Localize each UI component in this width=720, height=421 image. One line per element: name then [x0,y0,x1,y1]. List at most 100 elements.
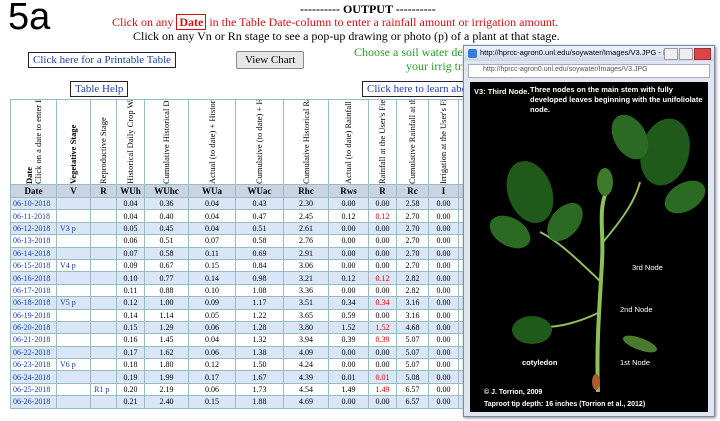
table-cell [90,234,117,248]
table-cell: 0.06 [116,234,145,248]
unifoliolate-leaf [512,316,552,344]
table-cell [56,345,91,360]
cell-link[interactable]: 06-17-2018 [13,285,51,295]
cell-value: 0.04 [123,199,138,209]
table-cell: 1.50 [235,358,284,372]
cell-value: 0.04 [205,223,219,233]
leaf [597,168,613,196]
cell-value: 0.00 [436,298,451,308]
cell-value: 0.36 [159,199,174,209]
cell-link[interactable]: 06-13-2018 [13,236,51,246]
cell-link[interactable]: V3 p [60,223,76,233]
cell-value: 0.40 [159,211,174,221]
cell-value: 2.82 [405,273,420,283]
table-row: 06-12-2018 V3 p 0.05 0.45 0.04 0.51 2.61 0.00 0.… [10,221,499,236]
cell-value: 0.47 [252,211,267,221]
cell-value: 0.11 [123,285,138,295]
table-cell [90,271,117,285]
cell-link[interactable]: 06-21-2018 [13,335,51,345]
table-cell: 2.58 [396,196,429,211]
maximize-button[interactable] [679,48,693,60]
minimize-button[interactable] [664,48,678,60]
column-symbol: Date [10,184,57,198]
cotyledon-mark [592,374,600,390]
cell-link[interactable]: 06-24-2018 [13,372,51,382]
cell-value: 0.00 [341,236,356,246]
table-cell [90,258,117,273]
table-cell: 1.22 [235,308,284,322]
cell-value: 2.70 [405,261,420,271]
cell-value: 3.65 [299,310,313,320]
cell-value: 0.84 [252,261,267,271]
table-cell: V4 p [56,258,91,273]
table-help-button[interactable]: Table Help [70,81,129,97]
cell-link[interactable]: 06-16-2018 [13,273,51,283]
table-cell: 06-23-2018 [10,358,57,372]
cell-link[interactable]: 06-15-2018 [13,261,51,271]
cell-link[interactable]: 06-11-2018 [13,211,51,221]
header-label: Rainfall at the User's Field [377,99,387,184]
symbol-text: Rhc [298,186,314,196]
table-cell: 0.00 [428,370,459,384]
cell-value: 0.69 [252,248,267,258]
cell-link[interactable]: 06-22-2018 [13,347,51,357]
table-cell: 0.84 [235,258,284,273]
table-cell: 0.12 [328,209,369,223]
leaf [547,202,583,242]
cell-value: 0.09 [123,261,138,271]
date-link[interactable]: Date [176,14,207,30]
table-cell: 2.70 [396,258,429,273]
cell-link[interactable]: 06-23-2018 [13,360,51,370]
header-text: Rainfall at the User's Field [377,99,387,184]
table-row: 06-10-2018 0.04 0.36 0.04 0.43 2.30 0.00 0.00 2.… [10,196,499,211]
cell-value: 0.00 [341,199,356,209]
table-cell: 2.70 [396,209,429,223]
address-bar[interactable]: http://hprcc-agron0.unl.edu/soywater/Ima… [468,64,710,78]
symbol-text: Rc [407,186,418,196]
cell-value: 0.01 [375,372,390,382]
table-cell: 0.00 [328,345,369,360]
cell-link[interactable]: 06-26-2018 [13,397,51,407]
table-cell: 2.82 [396,283,429,298]
cell-link[interactable]: 06-25-2018 [13,385,51,395]
cell-link[interactable]: 06-19-2018 [13,310,51,320]
table-cell [56,382,91,397]
cell-value: 0.12 [375,211,390,221]
node-label: 3rd Node [632,263,663,272]
cell-link[interactable]: V5 p [60,298,76,308]
cell-link[interactable]: 06-12-2018 [13,223,51,233]
instruction-1: Click on any Date in the Table Date-colu… [112,14,558,30]
column-header: Irrigation at the User's Field [428,99,459,185]
table-cell: 1.52 [368,320,397,335]
table-cell: V3 p [56,221,91,236]
cell-value: 0.51 [252,223,267,233]
header-text: Cumulative Historical Daily Crop Water U… [161,101,171,184]
cell-link[interactable]: 06-14-2018 [13,248,51,258]
cell-link[interactable]: 06-10-2018 [13,199,51,209]
cell-link[interactable]: 06-18-2018 [13,298,51,308]
learn-button[interactable]: Click here to learn abou [362,81,492,97]
cell-value: 0.00 [341,360,356,370]
close-button[interactable] [694,48,711,60]
table-cell: 0.00 [368,258,397,273]
cell-link[interactable]: V6 p [60,360,76,370]
cell-value: 0.67 [159,261,174,271]
table-cell: 06-10-2018 [10,196,57,211]
cell-link[interactable]: R1 p [94,385,110,395]
view-chart-button[interactable]: View Chart [236,51,305,69]
cell-value: 0.00 [341,347,356,357]
header-bold: Date [23,167,34,184]
table-cell: 0.07 [116,246,145,260]
cell-value: 4.24 [299,360,313,370]
table-cell: 0.34 [368,296,397,310]
symbol-text: I [441,186,446,196]
cell-value: 0.51 [159,236,174,246]
table-cell: 0.45 [144,221,189,236]
printable-button[interactable]: Click here for a Printable Table [28,52,177,68]
cell-value: 0.58 [159,248,174,258]
column-header: Vegetative Stage [56,99,91,185]
cell-link[interactable]: 06-20-2018 [13,323,51,333]
cell-value: 0.00 [341,285,356,295]
cell-link[interactable]: V4 p [60,261,76,271]
cell-value: 5.07 [405,347,420,357]
